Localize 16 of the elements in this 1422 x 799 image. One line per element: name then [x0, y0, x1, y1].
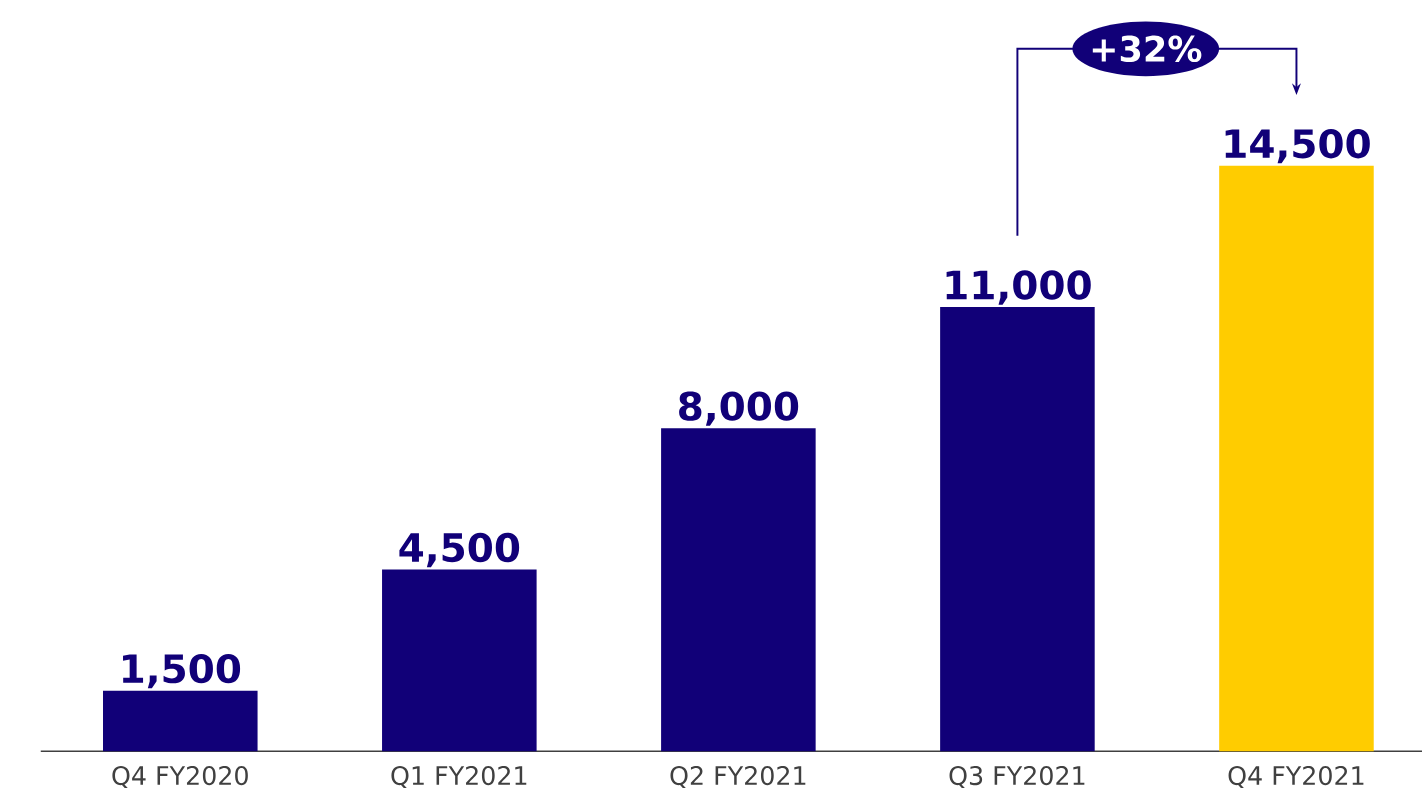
x-tick-label: Q1 FY2021 [391, 765, 527, 788]
bar [1219, 165, 1374, 752]
bar [382, 569, 537, 752]
data-label: 8,000 [679, 391, 799, 426]
x-tick-label: Q3 FY2021 [949, 765, 1085, 788]
x-tick-label: Q4 FY2020 [112, 765, 248, 788]
text: +32% [1092, 35, 1202, 62]
bar [940, 306, 1095, 752]
bar [103, 690, 258, 752]
x-tick-label: Q4 FY2021 [1228, 765, 1364, 788]
data-label: 4,500 [399, 532, 520, 568]
x-tick-label: Q2 FY2021 [670, 765, 806, 788]
bar [661, 428, 816, 752]
data-label: 1,500 [123, 653, 241, 689]
data-label: 11,000 [946, 270, 1091, 305]
data-label: 14,500 [1225, 128, 1370, 164]
